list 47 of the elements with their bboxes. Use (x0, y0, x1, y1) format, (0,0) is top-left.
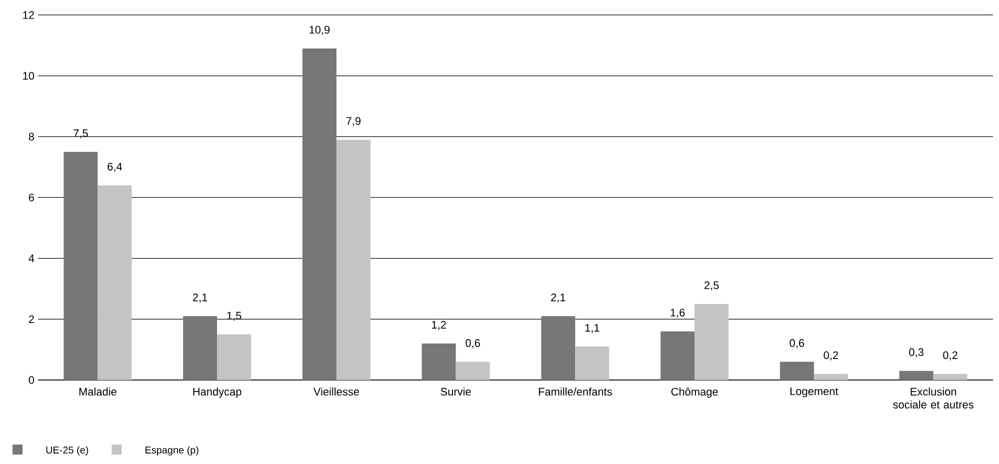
y-tick-label: 4 (28, 254, 34, 262)
data-label: 0,6 (466, 339, 480, 348)
y-tick-label: 6 (28, 194, 34, 202)
y-tick-label: 10 (23, 72, 34, 80)
bar (98, 185, 132, 380)
bar (780, 362, 814, 380)
data-label: 10,9 (310, 26, 330, 35)
y-tick-label: 0 (28, 376, 34, 384)
bar (456, 362, 490, 380)
bar (336, 140, 370, 380)
x-tick-label: Logement (790, 388, 838, 398)
x-tick-label: Exclusion sociale et autres (893, 388, 974, 409)
legend-label: Espagne (p) (146, 446, 198, 456)
data-label: 0,2 (824, 351, 838, 360)
bar (541, 316, 576, 380)
data-label: 0,3 (909, 348, 924, 358)
bar (814, 374, 848, 380)
legend-label: UE-25 (e) (46, 446, 88, 456)
x-tick-label: Famille/enfants (538, 388, 612, 396)
x-tick-label: Handycap (193, 388, 242, 398)
y-tick-label: 8 (28, 132, 34, 141)
bar (302, 48, 336, 380)
x-tick-label: Survie (440, 388, 471, 396)
bar (183, 316, 218, 380)
bar (422, 343, 456, 380)
bar (933, 374, 968, 380)
bar (899, 370, 934, 380)
data-label: 6,4 (108, 162, 122, 172)
data-label: 2,1 (193, 294, 208, 303)
bar (660, 331, 695, 380)
x-tick-label: Chômage (671, 388, 718, 398)
data-label: 1,1 (585, 324, 600, 334)
data-label: 1,6 (670, 308, 685, 318)
y-tick-label: 12 (23, 11, 34, 19)
data-label: 2,5 (704, 281, 719, 290)
x-tick-label: Maladie (79, 388, 116, 396)
bar (64, 152, 98, 380)
data-label: 2,1 (551, 294, 566, 303)
data-label: 0,2 (943, 351, 958, 360)
bar (694, 304, 729, 380)
x-tick-label: Vieillesse (313, 388, 359, 396)
bar (575, 346, 610, 380)
data-label: 1,2 (432, 320, 446, 330)
y-tick-label: 2 (28, 315, 34, 323)
data-label: 0,6 (790, 339, 804, 348)
bar (217, 334, 252, 380)
data-label: 7,9 (346, 117, 361, 126)
